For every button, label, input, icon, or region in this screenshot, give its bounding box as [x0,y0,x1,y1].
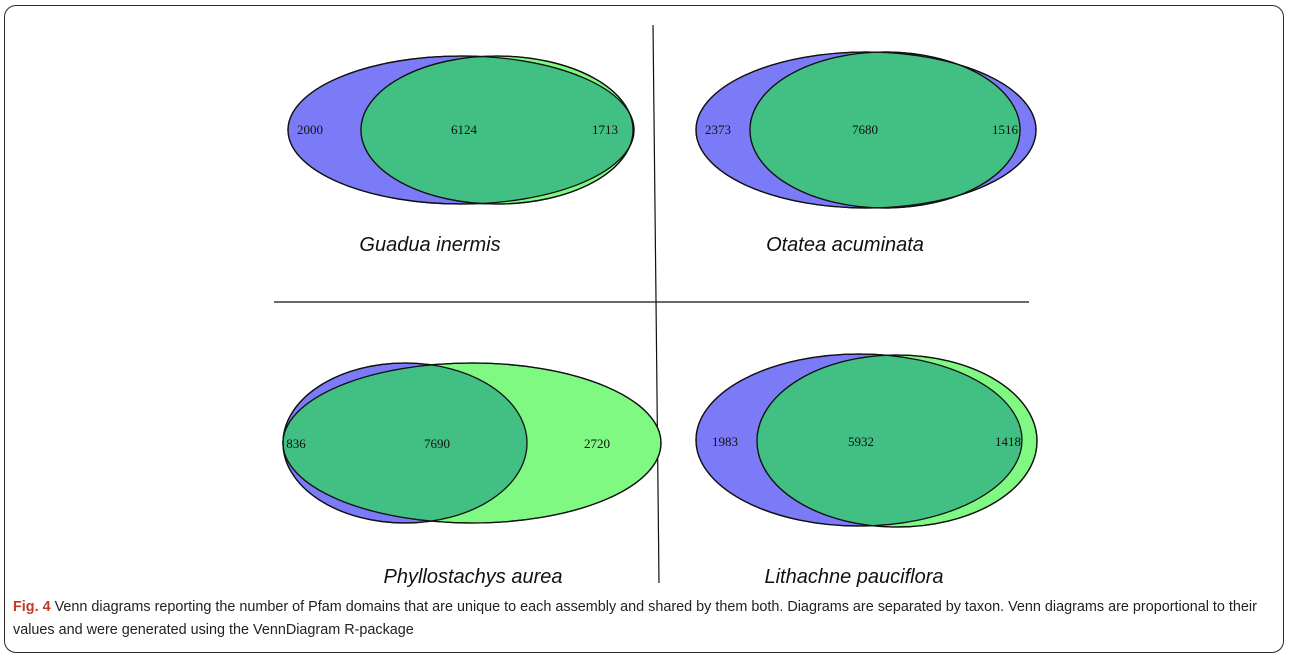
venn-overlap [750,52,1020,208]
venn-overlap [283,363,527,523]
venn-panel-guadua-inermis: 2000 6124 1713 Guadua inermis [287,55,635,256]
taxon-label: Lithachne pauciflora [764,566,943,588]
venn-left-count: 2000 [297,122,323,137]
venn-panel-otatea-acuminata: 2373 7680 1516 Otatea acuminata [695,51,1037,256]
venn-overlap [757,355,1022,526]
venn-set-a-outline [695,51,1037,209]
venn-left-count: 2373 [705,122,731,137]
venn-left-count: 1983 [712,434,738,449]
venn-shared-count: 7690 [424,436,450,451]
divider-vertical-top [652,24,657,301]
venn-shared-count: 7680 [852,122,878,137]
venn-panel-lithachne-pauciflora: 1983 5932 1418 Lithachne pauciflora [695,353,1038,588]
venn-set-a-outline [695,353,1023,527]
venn-panel-phyllostachys-aurea: 836 7690 2720 Phyllostachys aurea [282,362,662,588]
venn-set-b-outline [360,55,634,205]
caption-text: Venn diagrams reporting the number of Pf… [13,599,1257,638]
venn-set-b-outline [749,51,1021,209]
venn-set-b-outline [756,354,1038,528]
venn-set-b-outline [282,362,662,524]
venn-set-a-outline [287,55,635,205]
venn-right-count: 1418 [995,434,1021,449]
venn-shared-count: 5932 [848,434,874,449]
figure-label: Fig. 4 [13,599,51,615]
taxon-label: Guadua inermis [359,234,500,256]
figure-caption: Fig. 4 Venn diagrams reporting the numbe… [13,596,1275,642]
figure-frame [4,5,1284,653]
taxon-label: Phyllostachys aurea [384,566,563,588]
venn-shared-count: 6124 [451,122,478,137]
venn-right-count: 1516 [992,122,1019,137]
taxon-label: Otatea acuminata [766,234,924,256]
venn-right-count: 2720 [584,436,610,451]
venn-right-count: 1713 [592,122,618,137]
venn-overlap [361,56,633,204]
venn-left-count: 836 [286,436,306,451]
